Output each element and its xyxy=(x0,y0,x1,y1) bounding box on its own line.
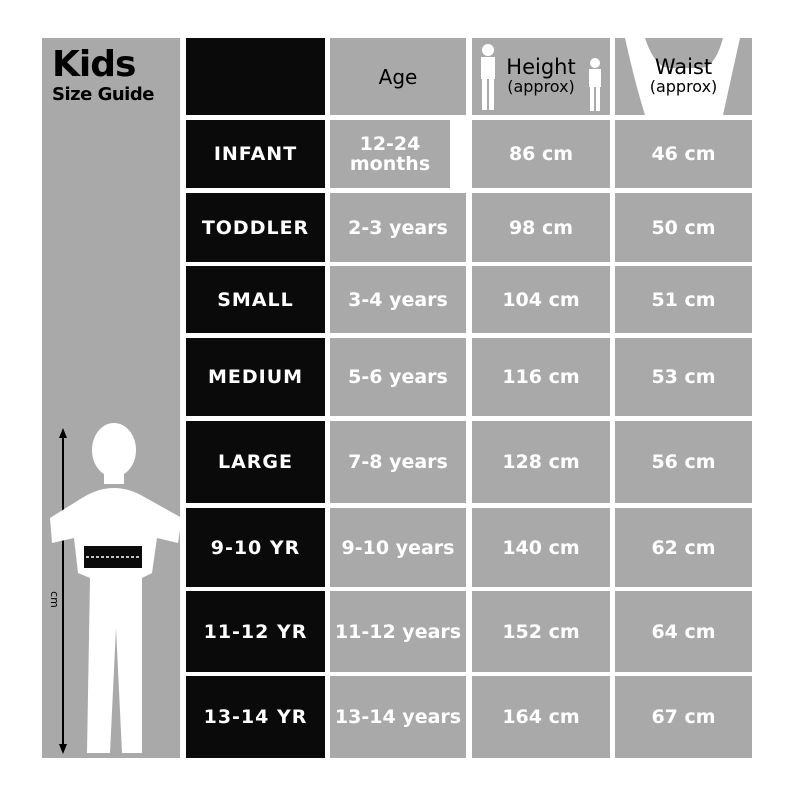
cell-age: 7-8 years xyxy=(330,421,466,503)
cell-size: INFANT xyxy=(186,120,325,188)
header-size-blank xyxy=(186,38,325,115)
age-value: 9-10 years xyxy=(341,536,455,559)
cell-waist: 56 cm xyxy=(615,421,752,503)
waist-value: 53 cm xyxy=(651,366,716,388)
cell-height: 140 cm xyxy=(472,508,610,587)
cell-waist: 53 cm xyxy=(615,338,752,416)
waist-value: 50 cm xyxy=(651,216,716,239)
size-value: 9-10 YR xyxy=(210,536,301,559)
cell-age: 3-4 years xyxy=(330,266,466,333)
height-value: 104 cm xyxy=(502,288,580,311)
cell-waist: 64 cm xyxy=(615,591,752,672)
waist-value: 67 cm xyxy=(651,706,716,728)
title: Kids xyxy=(52,44,136,85)
cell-size: 13-14 YR xyxy=(186,676,325,758)
cell-height: 164 cm xyxy=(472,676,610,758)
age-value: 2-3 years xyxy=(348,216,448,239)
torso-silhouette-icon xyxy=(625,38,740,115)
waist-value: 46 cm xyxy=(651,143,716,165)
subtitle: Size Guide xyxy=(52,84,154,105)
cell-age: 13-14 years xyxy=(330,676,466,758)
cell-age: 9-10 years xyxy=(330,508,466,587)
height-value: 98 cm xyxy=(508,216,574,239)
cell-height: 104 cm xyxy=(472,266,610,333)
size-value: 13-14 YR xyxy=(203,706,308,728)
left-panel: Kids Size Guide cm xyxy=(42,38,180,758)
header-age-label: Age xyxy=(378,64,418,89)
age-value: 13-14 years xyxy=(334,706,462,728)
header-waist-label: Waist xyxy=(654,54,713,79)
cell-size: LARGE xyxy=(186,421,325,503)
age-value: 7-8 years xyxy=(348,451,448,473)
cell-size: 9-10 YR xyxy=(186,508,325,587)
cell-waist: 50 cm xyxy=(615,193,752,262)
child-silhouette-icon xyxy=(50,423,180,754)
cell-height: 98 cm xyxy=(472,193,610,262)
cell-waist: 46 cm xyxy=(615,120,752,188)
cell-waist: 62 cm xyxy=(615,508,752,587)
cell-height: 128 cm xyxy=(472,421,610,503)
size-value: INFANT xyxy=(213,143,298,165)
age-value: 5-6 years xyxy=(348,366,448,388)
cell-height: 86 cm xyxy=(472,120,610,188)
height-value: 86 cm xyxy=(508,143,574,165)
cell-waist: 51 cm xyxy=(615,266,752,333)
cell-size: TODDLER xyxy=(186,193,325,262)
height-value: 152 cm xyxy=(502,620,580,643)
size-value: MEDIUM xyxy=(207,366,304,388)
header-height: Height (approx) xyxy=(472,38,610,115)
age-value: 12-24 months xyxy=(349,133,431,175)
child-figure-icon xyxy=(589,58,601,111)
cell-height: 116 cm xyxy=(472,338,610,416)
height-value: 116 cm xyxy=(502,366,580,388)
side-axis-label: cm xyxy=(47,591,61,608)
waist-value: 51 cm xyxy=(651,288,716,311)
header-height-sub: (approx) xyxy=(507,76,575,96)
height-value: 164 cm xyxy=(502,706,580,728)
age-value: 3-4 years xyxy=(348,288,448,311)
cell-age: 2-3 years xyxy=(330,193,466,262)
size-value: TODDLER xyxy=(201,216,310,239)
cell-size: MEDIUM xyxy=(186,338,325,416)
header-height-label: Height xyxy=(506,54,576,79)
header-age: Age xyxy=(330,38,466,115)
cell-age: 12-24 months xyxy=(330,120,450,188)
cell-size: 11-12 YR xyxy=(186,591,325,672)
cell-waist: 67 cm xyxy=(615,676,752,758)
height-value: 140 cm xyxy=(502,536,580,559)
waist-value: 56 cm xyxy=(651,451,716,473)
header-waist-sub: (approx) xyxy=(649,76,718,96)
waist-value: 62 cm xyxy=(651,536,716,559)
header-waist: Waist (approx) xyxy=(615,38,752,115)
cell-height: 152 cm xyxy=(472,591,610,672)
size-value: LARGE xyxy=(217,451,294,473)
waist-value: 64 cm xyxy=(651,620,716,643)
cell-age: 5-6 years xyxy=(330,338,466,416)
cell-size: SMALL xyxy=(186,266,325,333)
cell-age: 11-12 years xyxy=(330,591,466,672)
size-value: SMALL xyxy=(217,288,294,311)
child-figure-icon xyxy=(481,44,495,110)
height-value: 128 cm xyxy=(502,451,580,473)
size-value: 11-12 YR xyxy=(203,620,308,643)
age-value: 11-12 years xyxy=(334,620,462,643)
title-block: Kids Size Guide xyxy=(52,44,154,106)
